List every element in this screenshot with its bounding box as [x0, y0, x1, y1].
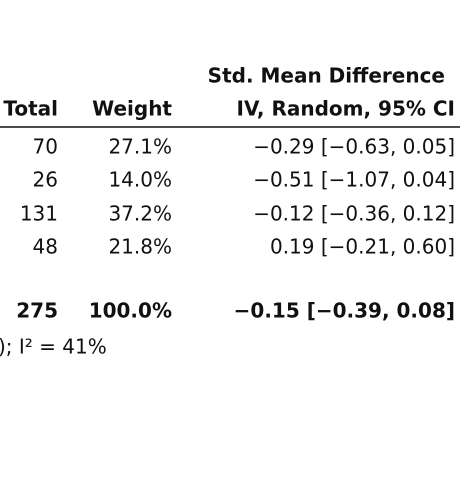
group-header: Std. Mean Difference [208, 64, 445, 88]
footnote: ); I² = 41% [0, 335, 107, 359]
total-cell: −0.15 [−0.39, 0.08] [234, 299, 455, 323]
column-header: Total [3, 97, 58, 121]
cell: 0.19 [−0.21, 0.60] [270, 235, 455, 259]
cell: 70 [33, 135, 58, 159]
cell: −0.12 [−0.36, 0.12] [253, 202, 455, 226]
cell: 26 [33, 168, 58, 192]
cell: −0.51 [−1.07, 0.04] [253, 168, 455, 192]
total-cell: 275 [16, 299, 58, 323]
cell: 131 [20, 202, 58, 226]
rows: 70 27.1% −0.29 [−0.63, 0.05] 26 14.0% −0.51 [… [20, 135, 455, 259]
column-header: Weight [92, 97, 172, 121]
cell: 21.8% [108, 235, 172, 259]
cell: −0.29 [−0.63, 0.05] [253, 135, 455, 159]
total-cell: 100.0% [89, 299, 172, 323]
cell: 48 [33, 235, 58, 259]
cell: 37.2% [108, 202, 172, 226]
cell: 14.0% [108, 168, 172, 192]
column-header: IV, Random, 95% CI [237, 97, 455, 121]
cell: 27.1% [108, 135, 172, 159]
